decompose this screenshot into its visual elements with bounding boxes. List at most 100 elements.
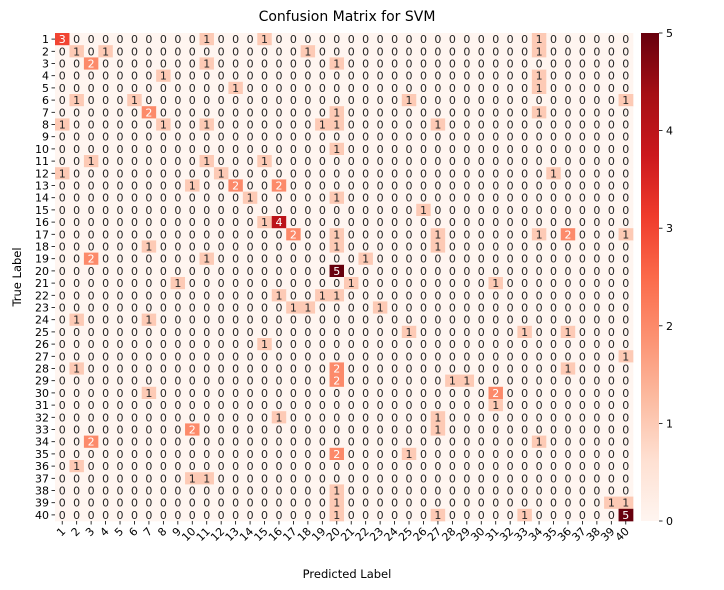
cell-value-label: 0	[232, 106, 239, 119]
heatmap-cell	[257, 130, 273, 144]
cell-value-label: 0	[463, 448, 470, 461]
cell-value-label: 0	[507, 82, 514, 95]
cell-value-label: 0	[593, 289, 600, 302]
cell-value-label: 0	[319, 411, 326, 424]
heatmap-cell	[141, 118, 157, 131]
cell-value-label: 0	[550, 302, 557, 315]
cell-value-label: 0	[333, 387, 340, 400]
heatmap-cell	[546, 33, 562, 46]
cell-value-label: 0	[131, 485, 138, 498]
cell-value-label: 0	[420, 82, 427, 95]
cell-value-label: 0	[218, 119, 225, 132]
cell-value-label: 0	[478, 277, 485, 290]
heatmap-cell	[141, 142, 157, 156]
cell-value-label: 0	[406, 277, 413, 290]
cell-value-label: 0	[420, 338, 427, 351]
cell-value-label: 0	[593, 399, 600, 412]
cell-value-label: 0	[348, 70, 355, 83]
cell-value-label: 0	[247, 45, 254, 58]
heatmap-cell	[575, 155, 590, 168]
heatmap-cell	[401, 69, 417, 83]
cell-value-label: 0	[564, 82, 571, 95]
cell-value-label: 0	[536, 119, 543, 132]
cell-value-label: 0	[593, 277, 600, 290]
cell-value-label: 0	[88, 387, 95, 400]
cell-value-label: 0	[463, 192, 470, 205]
heatmap-cell	[170, 45, 186, 58]
heatmap-cell	[112, 106, 128, 119]
cell-value-label: 0	[478, 143, 485, 156]
cell-value-label: 0	[362, 82, 369, 95]
cell-value-label: 0	[449, 350, 456, 363]
cell-value-label: 0	[261, 45, 268, 58]
heatmap-cell	[286, 33, 301, 46]
cell-value-label: 0	[218, 106, 225, 119]
cell-value-label: 0	[434, 253, 441, 266]
cell-value-label: 0	[348, 167, 355, 180]
cell-value-label: 0	[131, 192, 138, 205]
cell-value-label: 0	[247, 180, 254, 193]
heatmap-cell	[517, 94, 533, 107]
heatmap-cell	[156, 118, 171, 131]
cell-value-label: 0	[218, 302, 225, 315]
heatmap-cell	[213, 57, 229, 70]
cell-value-label: 0	[247, 277, 254, 290]
cell-value-label: 0	[117, 387, 124, 400]
cell-value-label: 0	[88, 363, 95, 376]
cell-value-label: 0	[463, 326, 470, 339]
cell-value-label: 1	[536, 106, 543, 119]
cell-value-label: 0	[377, 82, 384, 95]
heatmap-cell	[344, 118, 359, 131]
cell-value-label: 0	[406, 460, 413, 473]
heatmap-cell	[156, 106, 171, 119]
cell-value-label: 0	[593, 216, 600, 229]
cell-value-label: 0	[492, 106, 499, 119]
cell-value-label: 0	[406, 192, 413, 205]
cell-value-label: 0	[420, 509, 427, 522]
heatmap-cell	[315, 179, 330, 192]
cell-value-label: 0	[319, 131, 326, 144]
cell-value-label: 0	[521, 302, 528, 315]
cell-value-label: 0	[117, 375, 124, 388]
cell-value-label: 0	[434, 155, 441, 168]
cell-value-label: 0	[348, 216, 355, 229]
cell-value-label: 0	[536, 350, 543, 363]
heatmap-cell	[575, 45, 590, 58]
cell-value-label: 0	[73, 485, 80, 498]
heatmap-cell	[329, 106, 345, 119]
heatmap-cell	[257, 118, 273, 131]
cell-value-label: 0	[319, 94, 326, 107]
cell-value-label: 1	[160, 119, 167, 132]
cell-value-label: 0	[507, 289, 514, 302]
cell-value-label: 0	[536, 363, 543, 376]
cell-value-label: 0	[319, 424, 326, 437]
heatmap-cell	[618, 106, 634, 119]
cell-value-label: 0	[564, 241, 571, 254]
cell-value-label: 0	[102, 277, 109, 290]
cell-value-label: 0	[290, 472, 297, 485]
cell-value-label: 0	[218, 155, 225, 168]
cell-value-label: 0	[203, 228, 210, 241]
cell-value-label: 0	[391, 228, 398, 241]
cell-value-label: 0	[88, 192, 95, 205]
cell-value-label: 0	[88, 460, 95, 473]
heatmap-cell	[589, 81, 605, 95]
heatmap-cell	[83, 130, 99, 144]
cell-value-label: 0	[275, 265, 282, 278]
cell-value-label: 0	[247, 387, 254, 400]
heatmap-cell	[199, 81, 215, 95]
cell-value-label: 0	[261, 302, 268, 315]
heatmap-cell	[300, 179, 316, 192]
heatmap-cell	[300, 167, 316, 180]
cell-value-label: 0	[420, 314, 427, 327]
cell-value-label: 0	[102, 399, 109, 412]
cell-value-label: 0	[290, 241, 297, 254]
cell-value-label: 0	[564, 277, 571, 290]
heatmap-cell	[286, 81, 301, 95]
cell-value-label: 0	[362, 363, 369, 376]
heatmap-cell	[445, 155, 460, 168]
cell-value-label: 0	[521, 131, 528, 144]
y-tick-label: 24	[35, 314, 49, 327]
cell-value-label: 0	[117, 180, 124, 193]
cell-value-label: 0	[362, 460, 369, 473]
